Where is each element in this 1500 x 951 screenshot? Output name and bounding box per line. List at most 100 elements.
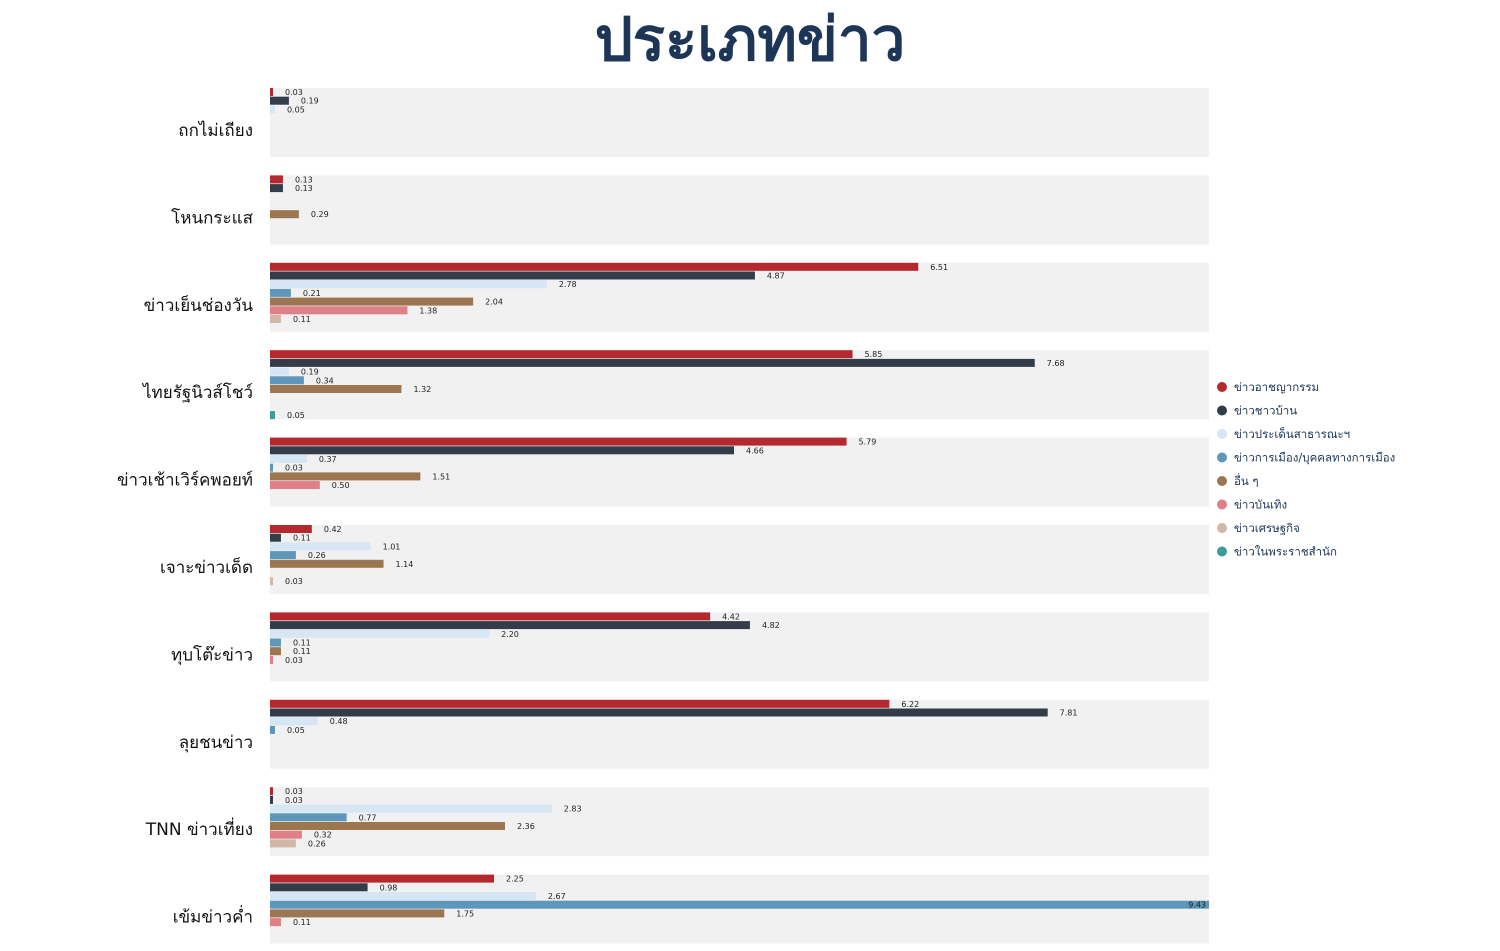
bar-politics [270, 638, 281, 647]
bar-public-issue [270, 280, 547, 289]
bar-crime [270, 262, 919, 271]
value-label: 0.42 [324, 525, 342, 534]
category-label: โหนกระแส [171, 207, 253, 228]
legend-item-local: ข่าวชาวบ้าน [1217, 404, 1297, 418]
bar-economy [270, 577, 273, 586]
value-label: 0.37 [319, 455, 337, 464]
category-panel [270, 88, 1209, 157]
chart-title: ประเภทข่าว [594, 5, 906, 75]
bar-other [270, 297, 474, 306]
value-label: 4.66 [746, 446, 764, 455]
value-label: 0.32 [314, 831, 332, 840]
bar-local [270, 96, 289, 105]
bar-other [270, 472, 421, 481]
value-label: 0.11 [293, 315, 311, 324]
bar-local [270, 533, 281, 542]
value-label: 6.22 [901, 700, 919, 709]
bar-public-issue [270, 804, 552, 813]
legend-swatch [1217, 382, 1227, 392]
bar-other [270, 559, 384, 568]
legend-swatch [1217, 546, 1227, 557]
value-label: 0.03 [285, 787, 303, 796]
legend-label: ข่าวประเด็นสาธารณะฯ [1234, 426, 1350, 441]
legend-item-royal: ข่าวในพระราชสำนัก [1217, 545, 1337, 559]
bar-other [270, 909, 445, 918]
category-label: ถกไม่เถียง [178, 120, 253, 141]
legend-swatch [1217, 429, 1227, 439]
bar-crime [270, 437, 847, 446]
value-label: 0.29 [311, 210, 329, 219]
value-label: 1.01 [383, 542, 401, 551]
value-label: 0.11 [293, 639, 311, 648]
bar-politics [270, 463, 273, 472]
value-label: 0.48 [330, 717, 348, 726]
value-label: 0.11 [293, 534, 311, 543]
value-label: 0.98 [380, 883, 398, 892]
category-panel [270, 787, 1209, 857]
value-label: 0.13 [295, 184, 313, 193]
value-label: 0.13 [295, 175, 313, 184]
value-label: 0.03 [285, 796, 303, 805]
category-label: TNN ข่าวเที่ยง [145, 817, 253, 840]
category-label: ทุบโต๊ะข่าว [171, 644, 253, 665]
bar-crime [270, 525, 312, 533]
bar-crime [270, 699, 890, 708]
value-label: 0.03 [285, 656, 303, 665]
bar-public-issue [270, 455, 307, 463]
value-label: 1.14 [396, 560, 414, 569]
value-label: 2.67 [548, 892, 566, 901]
legend-swatch [1217, 523, 1227, 533]
legend-swatch [1217, 405, 1227, 416]
bar-politics [270, 551, 296, 560]
legend-label: ข่าวในพระราชสำนัก [1234, 545, 1337, 559]
legend-label: ข่าวเศรษฐกิจ [1234, 521, 1300, 535]
value-label: 1.75 [456, 909, 474, 918]
value-label: 5.79 [859, 438, 877, 447]
bar-local [270, 184, 283, 193]
category-label: ไทยรัฐนิวส์โชว์ [141, 382, 253, 403]
value-label: 4.42 [722, 612, 740, 621]
bar-economy [270, 839, 296, 848]
category-panel [270, 874, 1209, 944]
bar-politics [270, 725, 275, 734]
value-label: 2.83 [564, 805, 582, 814]
value-label: 0.05 [287, 411, 305, 420]
value-label: 0.05 [287, 726, 305, 735]
category-labels: ถกไม่เถียงโหนกระแสข่าวเย็นช่องวันไทยรัฐน… [117, 120, 254, 928]
value-label: 1.32 [413, 385, 431, 394]
value-label: 0.77 [359, 813, 377, 822]
category-panels [270, 88, 1209, 944]
value-label: 5.85 [865, 350, 883, 359]
value-label: 6.51 [930, 263, 948, 272]
bar-crime [270, 350, 853, 359]
bar-entertainment [270, 481, 320, 490]
legend-item-entertainment: ข่าวบันเทิง [1217, 498, 1287, 512]
bar-entertainment [270, 830, 302, 839]
bar-local [270, 358, 1035, 367]
bar-politics [270, 813, 347, 822]
value-label: 2.25 [506, 875, 524, 884]
category-label: เข้มข่าวค่ำ [173, 905, 253, 928]
value-label: 0.11 [293, 918, 311, 927]
bar-politics [270, 900, 1209, 909]
bar-other [270, 385, 402, 393]
bar-other [270, 822, 505, 830]
value-label: 0.26 [308, 839, 326, 848]
value-label: 1.38 [419, 306, 437, 315]
legend-swatch [1217, 476, 1227, 486]
bar-local [270, 446, 735, 455]
value-label: 0.26 [308, 551, 326, 560]
value-label: 9.43 [1188, 901, 1206, 910]
category-panel [270, 175, 1209, 245]
bar-public-issue [270, 892, 536, 900]
legend-item-crime: ข่าวอาชญากรรม [1217, 380, 1319, 394]
bar-local [270, 883, 368, 892]
bar-politics [270, 376, 304, 385]
value-label: 0.11 [293, 647, 311, 656]
bar-economy [270, 315, 281, 323]
category-label: ลุยชนข่าว [179, 733, 253, 753]
legend-label: ข่าวอาชญากรรม [1234, 380, 1319, 394]
bar-crime [270, 612, 711, 621]
value-labels: 0.030.190.050.130.130.296.514.872.780.21… [285, 88, 1206, 927]
